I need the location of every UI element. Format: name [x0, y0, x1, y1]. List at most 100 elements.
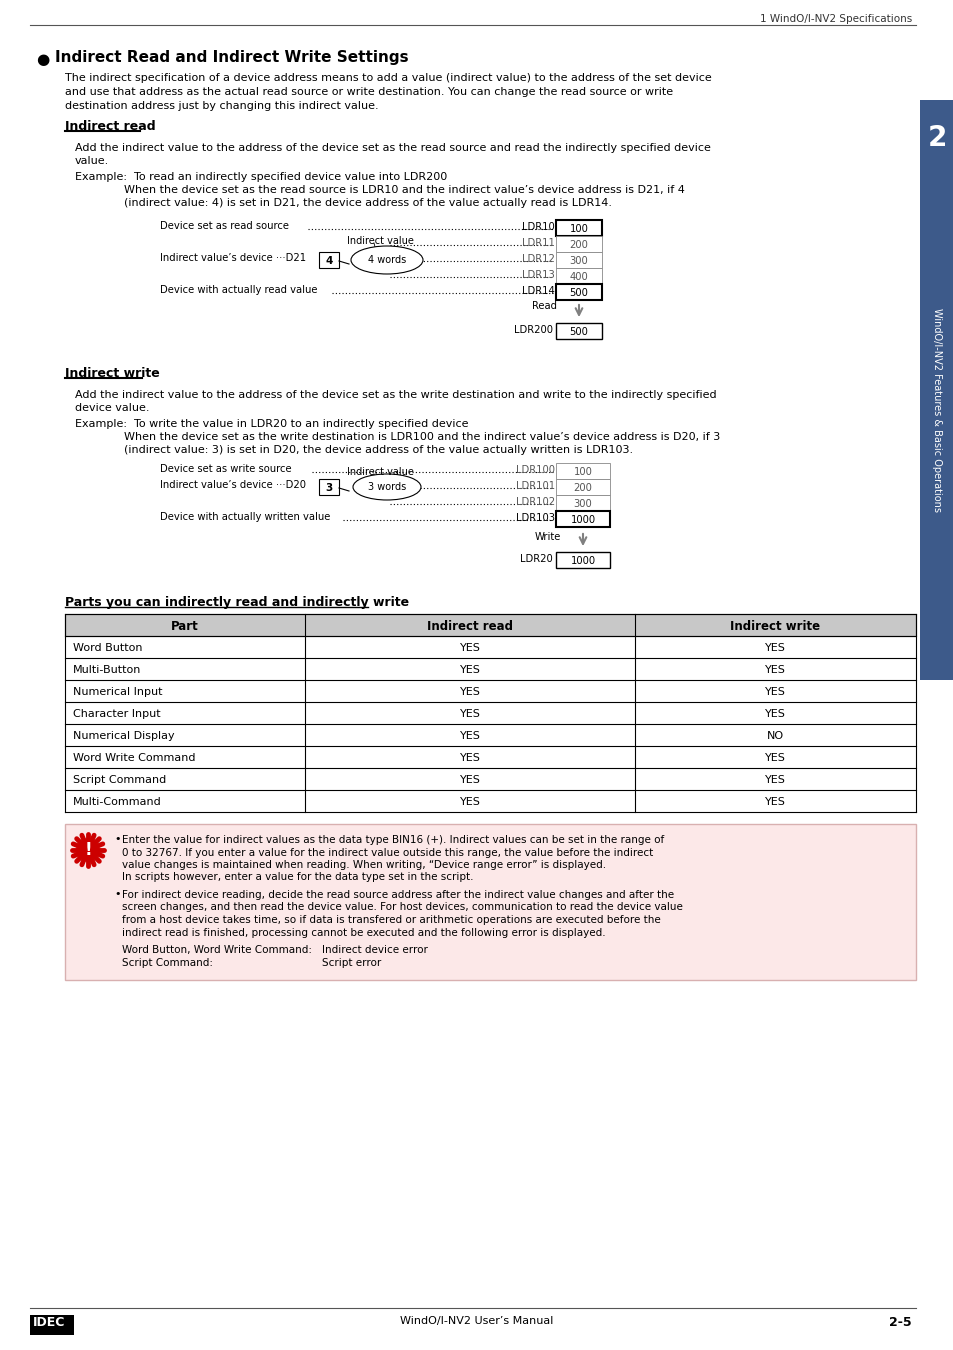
Bar [556, 463, 609, 479]
Text: YES: YES [764, 753, 785, 763]
Bar [318, 479, 338, 495]
Text: Word Write Command: Word Write Command [73, 753, 195, 763]
Bar [65, 614, 915, 636]
Text: YES: YES [764, 796, 785, 807]
Text: NO: NO [766, 730, 783, 741]
Text: When the device set as the write destination is LDR100 and the indirect value’s : When the device set as the write destina… [75, 432, 720, 441]
Text: Indirect device error: Indirect device error [322, 945, 428, 954]
Text: value.: value. [75, 157, 110, 166]
Text: Indirect read: Indirect read [65, 120, 155, 134]
Text: YES: YES [459, 687, 480, 697]
Text: LDR102: LDR102 [516, 497, 555, 508]
Text: YES: YES [764, 666, 785, 675]
Text: Device with actually read value: Device with actually read value [160, 285, 317, 296]
Text: and use that address as the actual read source or write destination. You can cha: and use that address as the actual read … [65, 86, 673, 97]
Text: 2: 2 [926, 124, 945, 153]
Text: YES: YES [764, 643, 785, 653]
Bar [65, 824, 915, 980]
Text: value changes is maintained when reading. When writing, “Device range error” is : value changes is maintained when reading… [122, 860, 605, 869]
Text: 0 to 32767. If you enter a value for the indirect value outside this range, the : 0 to 32767. If you enter a value for the… [122, 848, 653, 857]
Text: LDR103: LDR103 [516, 513, 555, 522]
Text: YES: YES [764, 775, 785, 784]
Text: Character Input: Character Input [73, 709, 160, 720]
Text: indirect read is finished, processing cannot be executed and the following error: indirect read is finished, processing ca… [122, 927, 605, 937]
Text: Indirect value: Indirect value [347, 236, 414, 246]
Bar [556, 236, 601, 252]
Text: YES: YES [764, 709, 785, 720]
Text: Indirect value’s device ···D20: Indirect value’s device ···D20 [160, 481, 306, 490]
Circle shape [77, 838, 99, 861]
Text: LDR13: LDR13 [521, 270, 555, 279]
Text: Script error: Script error [322, 958, 381, 968]
Bar [556, 269, 601, 284]
Bar [556, 479, 609, 495]
Text: •: • [113, 834, 120, 844]
Text: LDR12: LDR12 [521, 254, 555, 265]
Text: 300: 300 [573, 500, 592, 509]
Text: 400: 400 [569, 271, 588, 282]
Text: YES: YES [459, 775, 480, 784]
Bar [556, 252, 601, 269]
Text: 4 words: 4 words [368, 255, 406, 265]
Text: When the device set as the read source is LDR10 and the indirect value’s device : When the device set as the read source i… [75, 185, 684, 194]
Text: The indirect specification of a device address means to add a value (indirect va: The indirect specification of a device a… [65, 73, 711, 82]
Text: 200: 200 [573, 483, 592, 493]
Bar [556, 220, 601, 236]
Text: Indirect Read and Indirect Write Settings: Indirect Read and Indirect Write Setting… [55, 50, 408, 65]
Text: Example:  To read an indirectly specified device value into LDR200: Example: To read an indirectly specified… [75, 171, 447, 182]
Text: 300: 300 [569, 256, 588, 266]
Text: 2-5: 2-5 [888, 1316, 911, 1328]
Text: LDR14: LDR14 [521, 286, 555, 296]
Text: !: ! [84, 841, 91, 859]
Text: 500: 500 [569, 327, 588, 338]
Bar [556, 284, 601, 300]
Text: Indirect value’s device ···D21: Indirect value’s device ···D21 [160, 252, 306, 263]
Text: Numerical Display: Numerical Display [73, 730, 174, 741]
Bar [318, 252, 338, 269]
Text: 500: 500 [569, 288, 588, 298]
Text: Add the indirect value to the address of the device set as the read source and r: Add the indirect value to the address of… [75, 143, 710, 153]
Bar [30, 1315, 74, 1335]
Text: device value.: device value. [75, 404, 150, 413]
Text: Add the indirect value to the address of the device set as the write destination: Add the indirect value to the address of… [75, 390, 716, 400]
Text: 200: 200 [569, 240, 588, 250]
Ellipse shape [351, 246, 422, 274]
Text: (indirect value: 3) is set in D20, the device address of the value actually writ: (indirect value: 3) is set in D20, the d… [75, 446, 633, 455]
Text: Multi-Button: Multi-Button [73, 666, 141, 675]
Text: YES: YES [459, 730, 480, 741]
Text: 100: 100 [573, 467, 592, 477]
Ellipse shape [353, 474, 420, 500]
Text: LDR200: LDR200 [514, 325, 553, 335]
Text: 4: 4 [325, 256, 333, 266]
Text: Write: Write [534, 532, 560, 541]
Bar [556, 323, 601, 339]
Text: Part: Part [171, 620, 198, 633]
Text: Example:  To write the value in LDR20 to an indirectly specified device: Example: To write the value in LDR20 to … [75, 418, 468, 429]
Bar [556, 495, 609, 512]
Text: YES: YES [764, 687, 785, 697]
Text: Word Button: Word Button [73, 643, 142, 653]
Text: Indirect value: Indirect value [347, 467, 414, 477]
Text: 3 words: 3 words [368, 482, 406, 491]
Text: Script Command: Script Command [73, 775, 166, 784]
Text: YES: YES [459, 666, 480, 675]
Text: IDEC: IDEC [33, 1316, 66, 1328]
Text: LDR100: LDR100 [516, 464, 555, 475]
Text: Indirect write: Indirect write [65, 367, 159, 379]
Text: screen changes, and then read the device value. For host devices, communication : screen changes, and then read the device… [122, 903, 682, 913]
Text: WindO/I-NV2 Features & Basic Operations: WindO/I-NV2 Features & Basic Operations [931, 308, 941, 512]
Text: Device set as write source: Device set as write source [160, 464, 292, 474]
Text: 3: 3 [325, 483, 333, 493]
Text: Parts you can indirectly read and indirectly write: Parts you can indirectly read and indire… [65, 595, 409, 609]
Text: Word Button, Word Write Command:: Word Button, Word Write Command: [122, 945, 312, 954]
Bar [556, 552, 609, 568]
Text: LDR10: LDR10 [521, 221, 555, 232]
Bar [556, 512, 609, 526]
Text: 1000: 1000 [570, 514, 595, 525]
Text: 100: 100 [569, 224, 588, 234]
Text: ●: ● [36, 53, 50, 68]
Text: Read: Read [532, 301, 557, 310]
Text: Indirect write: Indirect write [730, 620, 820, 633]
Text: Enter the value for indirect values as the data type BIN16 (+). Indirect values : Enter the value for indirect values as t… [122, 836, 663, 845]
Text: Indirect read: Indirect read [427, 620, 513, 633]
